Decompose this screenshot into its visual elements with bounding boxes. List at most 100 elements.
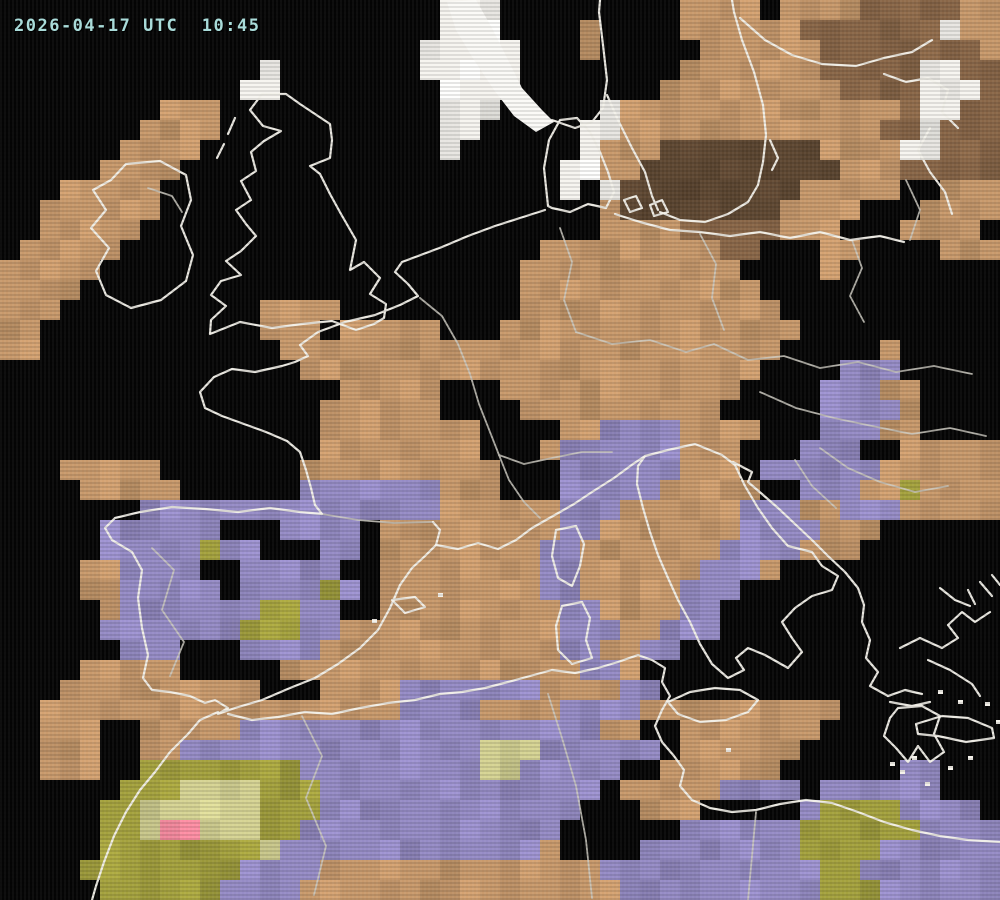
cloud-cell [560,180,580,200]
cloud-cell [560,680,580,700]
coastline-path [434,454,647,551]
cloud-cell [820,120,840,140]
cloud-cell [600,640,620,660]
cloud-cell [200,620,220,640]
cloud-cell [40,240,60,260]
cloud-cell [320,860,340,880]
cloud-cell [800,440,820,460]
cloud-cell [200,740,220,760]
cloud-cell [460,800,480,820]
cloud-cell [840,400,860,420]
coastline-path [550,0,609,130]
cloud-cell [580,160,600,180]
cloud-cell [920,220,940,240]
cloud-cell [160,640,180,660]
cloud-cell [160,740,180,760]
cloud-cell [440,500,460,520]
cloud-cell [900,80,920,100]
cloud-cell [720,180,740,200]
cloud-cell [720,260,740,280]
cloud-cell [340,640,360,660]
cloud-cell [360,720,380,740]
cloud-cell [120,700,140,720]
cloud-cell [180,860,200,880]
island-speck [890,762,895,766]
coastline-path [882,72,960,130]
cloud-cell [800,180,820,200]
cloud-cell [840,120,860,140]
cloud-cell [920,880,940,900]
cloud-cell [740,880,760,900]
cloud-cell [840,480,860,500]
cloud-cell [780,200,800,220]
cloud-cell [960,100,980,120]
cloud-cell [360,820,380,840]
cloud-cell [460,460,480,480]
cloud-cell [260,700,280,720]
fjord-streak [484,70,522,98]
cloud-cell [880,0,900,20]
cloud-cell [600,340,620,360]
cloud-cell [780,160,800,180]
cloud-cell [360,380,380,400]
cloud-cell [800,0,820,20]
cloud-cell [680,100,700,120]
cloud-cell [680,60,700,80]
cloud-cell [540,600,560,620]
cloud-cell [780,20,800,40]
cloud-cell [440,340,460,360]
cloud-cell [380,560,400,580]
cloud-cell [180,620,200,640]
cloud-cell [720,360,740,380]
cloud-cell [720,480,740,500]
cloud-cell [460,740,480,760]
cloud-cell [420,720,440,740]
cloud-cell [260,740,280,760]
cloud-cell [720,320,740,340]
cloud-cell [260,840,280,860]
cloud-cell [800,700,820,720]
cloud-cell [740,840,760,860]
cloud-cell [640,580,660,600]
cloud-cell [360,880,380,900]
cloud-cell [580,560,600,580]
cloud-cell [360,480,380,500]
cloud-cell [920,0,940,20]
cloud-cell [540,740,560,760]
cloud-cell [660,480,680,500]
cloud-cell [960,240,980,260]
cloud-cell [760,20,780,40]
cloud-cell [820,440,840,460]
cloud-cell [680,240,700,260]
cloud-cell [540,540,560,560]
cloud-cell [160,860,180,880]
cloud-cell [660,800,680,820]
cloud-cell [600,880,620,900]
cloud-cell [440,840,460,860]
cloud-cell [320,720,340,740]
cloud-cell [40,280,60,300]
cloud-cell [840,200,860,220]
cloud-cell [240,560,260,580]
cloud-cell [660,620,680,640]
cloud-cell [700,40,720,60]
cloud-cell [380,860,400,880]
cloud-cell [60,740,80,760]
cloud-cell [660,180,680,200]
cloud-cell [240,680,260,700]
cloud-cell [740,140,760,160]
coastline-path [226,653,1000,844]
cloud-cell [400,640,420,660]
cloud-cell [600,120,620,140]
cloud-cell [940,220,960,240]
cloud-cell [440,820,460,840]
cloud-cell [160,720,180,740]
coastline-path [898,610,992,650]
cloud-cell [200,680,220,700]
cloud-cell [560,560,580,580]
cloud-cell [820,420,840,440]
cloud-cell [380,640,400,660]
cloud-cell [20,260,40,280]
cloud-cell [780,100,800,120]
cloud-cell [940,20,960,40]
